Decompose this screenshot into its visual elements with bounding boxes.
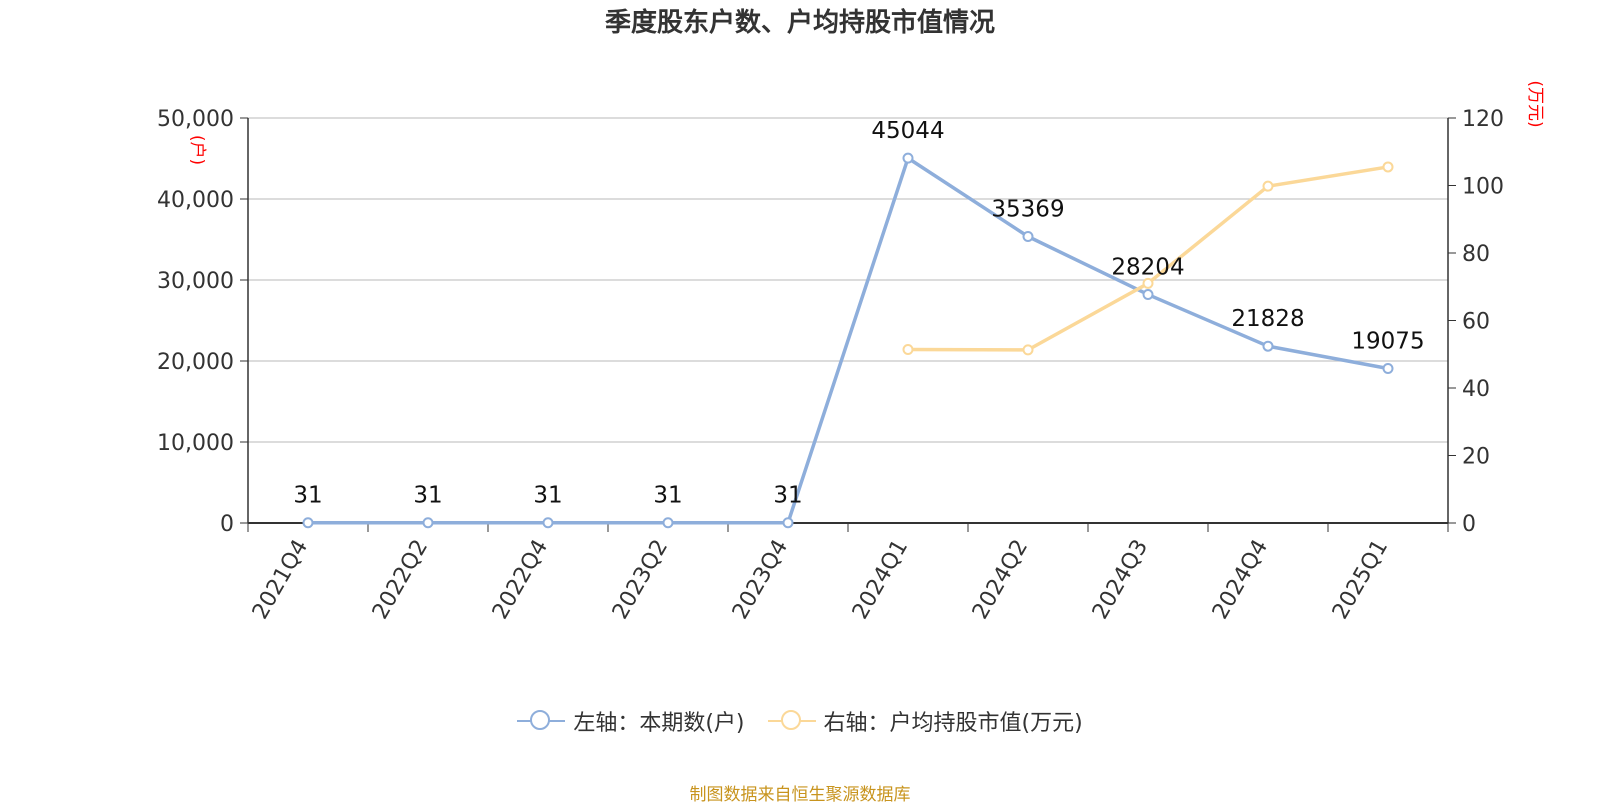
series-point-0 <box>422 517 434 529</box>
left-tick-label: 50,000 <box>157 107 234 132</box>
x-tick-label: 2024Q1 <box>848 536 913 624</box>
legend: 左轴：本期数(户) 右轴：户均持股市值(万元) <box>0 705 1600 741</box>
series-point-1 <box>1382 161 1394 173</box>
right-unit-label: (万元) <box>1525 80 1545 127</box>
series-point-0 <box>1022 231 1034 243</box>
series-point-0 <box>302 517 314 529</box>
data-label: 31 <box>533 483 562 509</box>
x-tick-label: 2022Q2 <box>368 536 433 624</box>
x-tick-label: 2022Q4 <box>488 536 553 624</box>
data-label: 31 <box>413 483 442 509</box>
data-label: 31 <box>653 483 682 509</box>
data-label: 45044 <box>871 118 944 144</box>
left-tick-label: 40,000 <box>157 188 234 213</box>
data-labels: 31 31 31 31 31 45044 35369 28204 21828 19075 <box>293 118 1424 509</box>
right-tick-label: 60 <box>1462 310 1490 335</box>
series-point-1 <box>1022 344 1034 356</box>
left-tick-label: 10,000 <box>157 431 234 456</box>
left-tick-label: 20,000 <box>157 350 234 375</box>
right-tick-label: 0 <box>1462 512 1476 537</box>
right-tick-label: 100 <box>1462 175 1504 200</box>
x-tick-label: 2024Q3 <box>1088 536 1153 624</box>
data-label: 28204 <box>1111 255 1184 281</box>
series-point-0 <box>662 517 674 529</box>
data-label: 35369 <box>991 197 1064 223</box>
x-tick-label: 2024Q2 <box>968 536 1033 624</box>
right-tick-label: 120 <box>1462 107 1504 132</box>
chart-title: 季度股东户数、户均持股市值情况 <box>604 8 995 38</box>
legend-item-left[interactable]: 左轴：本期数(户) <box>517 705 745 737</box>
series-point-1 <box>1262 180 1274 192</box>
legend-left-label: 左轴：本期数(户) <box>573 711 745 736</box>
x-tick-label: 2023Q2 <box>608 536 673 624</box>
left-unit-label: (户) <box>187 135 207 165</box>
series-point-0 <box>542 517 554 529</box>
axes: 0 10,000 20,000 30,000 40,000 50,000 0 20 40 60 80… <box>157 80 1545 623</box>
left-tick-label: 0 <box>220 512 234 537</box>
series-point-0 <box>782 517 794 529</box>
data-label: 31 <box>773 483 802 509</box>
right-tick-label: 40 <box>1462 377 1490 402</box>
x-tick-label: 2023Q4 <box>728 536 793 624</box>
series <box>302 152 1394 529</box>
legend-item-right[interactable]: 右轴：户均持股市值(万元) <box>767 705 1083 737</box>
series-point-0 <box>1142 289 1154 301</box>
series-point-0 <box>902 152 914 164</box>
data-label: 19075 <box>1351 328 1424 354</box>
legend-right-label: 右轴：户均持股市值(万元) <box>823 711 1083 736</box>
right-tick-label: 80 <box>1462 242 1490 267</box>
data-label: 31 <box>293 483 322 509</box>
x-tick-label: 2024Q4 <box>1208 536 1273 624</box>
data-label: 21828 <box>1231 306 1304 332</box>
left-tick-label: 30,000 <box>157 269 234 294</box>
right-tick-label: 20 <box>1462 445 1490 470</box>
x-tick-label: 2025Q1 <box>1328 536 1393 624</box>
series-line-0 <box>308 156 1389 525</box>
legend-left-marker-icon <box>517 707 566 735</box>
series-point-0 <box>1382 362 1394 374</box>
series-point-0 <box>1262 340 1274 352</box>
x-tick-label: 2021Q4 <box>248 536 313 624</box>
source-note: 制图数据来自恒生聚源数据库 <box>689 785 911 805</box>
series-point-1 <box>1142 277 1154 289</box>
legend-right-marker-icon <box>767 707 816 735</box>
grid-lines <box>248 117 1448 443</box>
series-point-1 <box>902 344 914 356</box>
